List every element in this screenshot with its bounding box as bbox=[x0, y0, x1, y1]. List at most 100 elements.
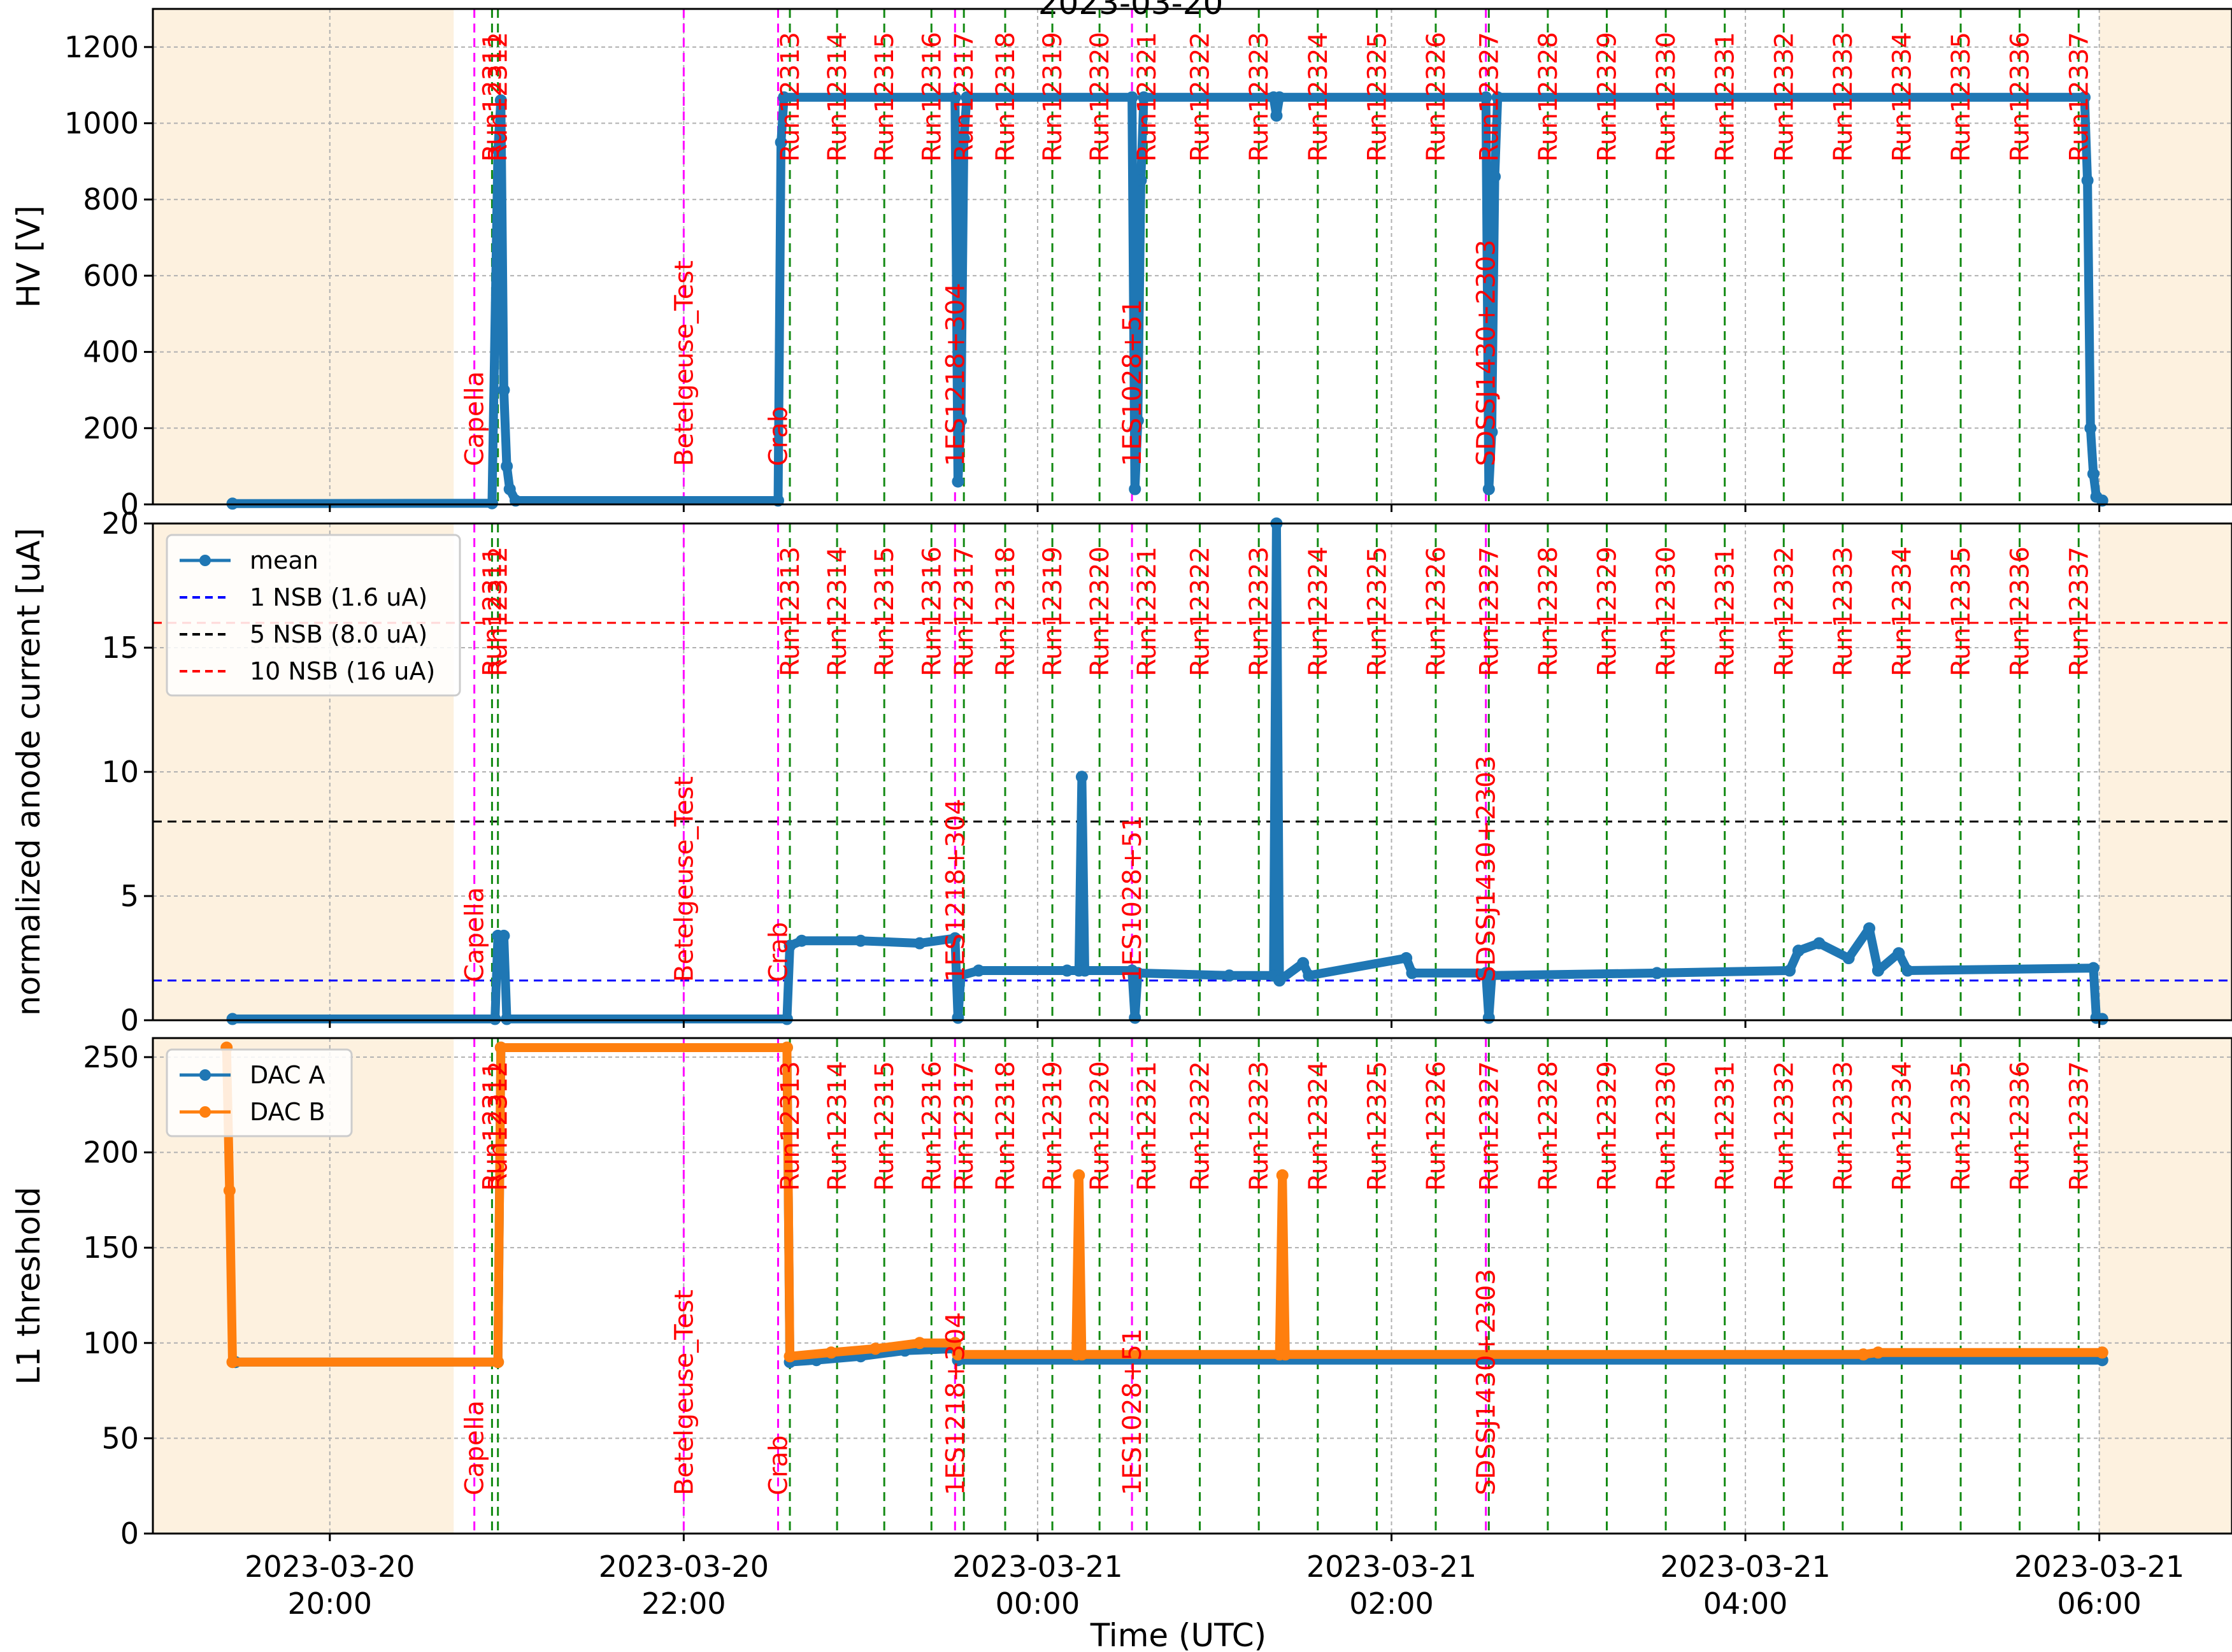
run-label: Run12311 bbox=[478, 32, 507, 162]
x-tick-label-time: 06:00 bbox=[2057, 1586, 2142, 1621]
legend-label: 10 NSB (16 uA) bbox=[250, 657, 435, 685]
y-tick-label: 800 bbox=[83, 182, 139, 217]
data-point bbox=[226, 1356, 239, 1369]
x-tick-label-time: 00:00 bbox=[996, 1586, 1080, 1621]
legend-label: 1 NSB (1.6 uA) bbox=[250, 583, 427, 611]
run-label: Run12319 bbox=[1038, 32, 1068, 162]
data-point bbox=[1871, 1346, 1884, 1359]
run-label: Run12316 bbox=[917, 32, 947, 162]
target-label: Crab bbox=[764, 406, 794, 466]
data-point bbox=[957, 132, 970, 145]
data-point bbox=[952, 475, 964, 488]
y-tick-label: 20 bbox=[101, 506, 139, 541]
shaded-region bbox=[2099, 9, 2232, 504]
run-label: Run12322 bbox=[1186, 32, 1215, 162]
run-label: Run12313 bbox=[776, 1061, 805, 1191]
data-point bbox=[1273, 974, 1286, 987]
data-point bbox=[494, 1041, 507, 1054]
run-label: Run12332 bbox=[1770, 546, 1799, 676]
run-label: Run12335 bbox=[1947, 1061, 1976, 1191]
x-tick-label-date: 2023-03-20 bbox=[599, 1549, 769, 1584]
run-label: Run12335 bbox=[1947, 546, 1976, 676]
data-point bbox=[775, 136, 787, 148]
data-point bbox=[226, 1013, 239, 1025]
run-label: Run12335 bbox=[1947, 32, 1976, 162]
run-label: Run12331 bbox=[1711, 1061, 1740, 1191]
data-point bbox=[492, 1356, 504, 1369]
data-point bbox=[1485, 969, 1498, 982]
data-point bbox=[952, 1348, 964, 1361]
run-label: Run12315 bbox=[870, 1061, 899, 1191]
y-tick-label: 1000 bbox=[64, 106, 139, 141]
data-point bbox=[913, 937, 926, 950]
run-label: Run12321 bbox=[1133, 1061, 1162, 1191]
y-tick-label: 0 bbox=[120, 487, 139, 522]
run-label: Run12323 bbox=[1245, 1061, 1274, 1191]
y-axis-title: L1 threshold bbox=[10, 1186, 47, 1385]
run-label: Run12318 bbox=[991, 32, 1020, 162]
run-label: Run12313 bbox=[776, 546, 805, 676]
data-point bbox=[825, 1346, 838, 1359]
run-label: Run12326 bbox=[1422, 32, 1451, 162]
run-label: Run12312 bbox=[484, 1061, 513, 1191]
data-point bbox=[494, 94, 507, 107]
data-point bbox=[972, 964, 985, 977]
run-label: Run12327 bbox=[1475, 1061, 1504, 1191]
data-point bbox=[489, 1013, 501, 1025]
data-point bbox=[854, 934, 867, 947]
run-label: Run12326 bbox=[1422, 546, 1451, 676]
data-point bbox=[2087, 962, 2100, 974]
data-point bbox=[1482, 483, 1495, 495]
data-point bbox=[1491, 91, 1504, 104]
data-point bbox=[1270, 110, 1283, 122]
run-label: Run12336 bbox=[2006, 32, 2035, 162]
run-label: Run12324 bbox=[1304, 32, 1333, 162]
run-label: Run12332 bbox=[1770, 32, 1799, 162]
legend-label: DAC A bbox=[250, 1061, 326, 1089]
data-point bbox=[1400, 952, 1413, 964]
target-label: Betelgeuse_Test bbox=[669, 1290, 699, 1495]
x-tick-label-date: 2023-03-20 bbox=[245, 1549, 415, 1584]
target-label: SDSSJ1430+2303 bbox=[1472, 755, 1501, 982]
x-tick-label-date: 2023-03-21 bbox=[1660, 1549, 1830, 1584]
run-label: Run12316 bbox=[917, 546, 947, 676]
legend-marker bbox=[199, 1106, 211, 1118]
run-label: Run12319 bbox=[1038, 546, 1068, 676]
run-label: Run12311 bbox=[478, 1061, 507, 1191]
run-label: Run12325 bbox=[1363, 32, 1392, 162]
data-point bbox=[1842, 952, 1855, 964]
data-point bbox=[780, 1041, 793, 1054]
run-label: Run12337 bbox=[2064, 1061, 2094, 1191]
data-point bbox=[1131, 414, 1144, 427]
y-tick-label: 100 bbox=[83, 1326, 139, 1360]
run-label: Run12319 bbox=[1038, 1061, 1068, 1191]
data-point bbox=[1406, 967, 1419, 979]
legend-box bbox=[166, 534, 461, 697]
y-axis-title: normalized anode current [uA] bbox=[10, 528, 47, 1016]
run-label: Run12337 bbox=[2064, 546, 2094, 676]
data-point bbox=[1480, 91, 1492, 104]
run-label: Run12321 bbox=[1133, 546, 1162, 676]
target-label: 1ES1028+51 bbox=[1118, 1328, 1147, 1495]
data-point bbox=[1075, 771, 1088, 783]
target-label: Crab bbox=[764, 1435, 794, 1495]
run-label: Run12323 bbox=[1245, 546, 1274, 676]
x-tick-label-date: 2023-03-21 bbox=[1306, 1549, 1477, 1584]
run-label: Run12317 bbox=[950, 1061, 979, 1191]
data-point bbox=[1297, 957, 1310, 969]
data-point bbox=[1813, 937, 1826, 950]
data-point bbox=[1863, 922, 1876, 935]
legend-box bbox=[166, 1048, 353, 1137]
data-point bbox=[1073, 1169, 1085, 1181]
run-label: Run12330 bbox=[1652, 32, 1681, 162]
run-label: Run12314 bbox=[823, 546, 852, 676]
target-label: 1ES1218+304 bbox=[941, 1312, 970, 1495]
target-label: Capella bbox=[461, 1400, 490, 1495]
y-tick-label: 10 bbox=[101, 755, 139, 789]
data-point bbox=[1901, 964, 1914, 977]
data-point bbox=[948, 932, 961, 944]
run-label: Run12312 bbox=[484, 546, 513, 676]
run-label: Run12329 bbox=[1592, 32, 1622, 162]
